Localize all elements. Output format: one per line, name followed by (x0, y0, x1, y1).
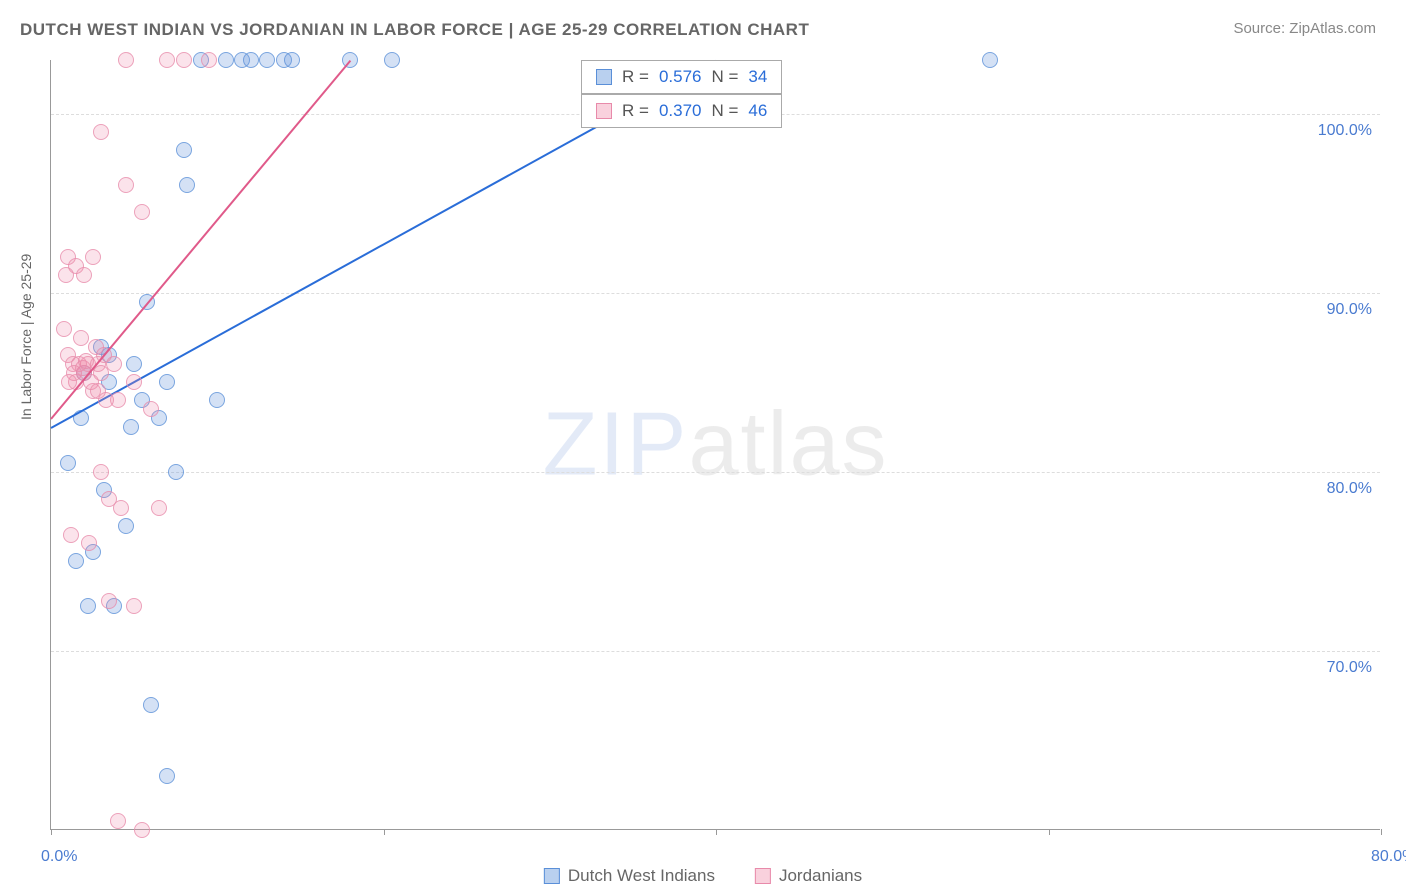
data-point (113, 500, 129, 516)
stat-value: 34 (748, 67, 767, 87)
data-point (159, 52, 175, 68)
gridline (51, 293, 1380, 294)
y-tick-label: 100.0% (1318, 122, 1372, 140)
data-point (179, 177, 195, 193)
legend-label: Dutch West Indians (568, 866, 715, 886)
data-point (118, 52, 134, 68)
data-point (80, 598, 96, 614)
data-point (126, 374, 142, 390)
watermark-thin: atlas (688, 394, 888, 494)
data-point (134, 822, 150, 838)
data-point (63, 527, 79, 543)
stat-swatch-icon (596, 103, 612, 119)
stat-label: N = (711, 101, 738, 121)
data-point (123, 419, 139, 435)
gridline (51, 651, 1380, 652)
x-tick (716, 829, 717, 835)
data-point (56, 321, 72, 337)
data-point (110, 813, 126, 829)
data-point (209, 392, 225, 408)
x-tick (1381, 829, 1382, 835)
data-point (60, 455, 76, 471)
data-point (982, 52, 998, 68)
chart-title: DUTCH WEST INDIAN VS JORDANIAN IN LABOR … (20, 20, 809, 40)
x-tick-label: 0.0% (41, 848, 77, 866)
source-attribution: Source: ZipAtlas.com (1233, 20, 1376, 37)
gridline (51, 472, 1380, 473)
data-point (201, 52, 217, 68)
data-point (151, 500, 167, 516)
data-point (93, 124, 109, 140)
data-point (384, 52, 400, 68)
data-point (101, 593, 117, 609)
data-point (159, 768, 175, 784)
x-tick-label: 80.0% (1371, 848, 1406, 866)
data-point (81, 535, 97, 551)
correlation-stat-box: R = 0.576 N = 34 (581, 60, 782, 94)
data-point (159, 374, 175, 390)
data-point (218, 52, 234, 68)
data-point (73, 330, 89, 346)
data-point (93, 464, 109, 480)
data-point (143, 697, 159, 713)
header: DUTCH WEST INDIAN VS JORDANIAN IN LABOR … (0, 0, 1406, 40)
y-tick-label: 70.0% (1327, 659, 1372, 677)
watermark: ZIPatlas (542, 393, 888, 496)
data-point (85, 249, 101, 265)
stat-value: 0.370 (659, 101, 702, 121)
data-point (118, 518, 134, 534)
data-point (176, 142, 192, 158)
x-tick (384, 829, 385, 835)
data-point (168, 464, 184, 480)
y-axis-label: In Labor Force | Age 25-29 (18, 254, 34, 420)
data-point (284, 52, 300, 68)
data-point (126, 598, 142, 614)
correlation-stat-box: R = 0.370 N = 46 (581, 94, 782, 128)
y-tick-label: 90.0% (1327, 301, 1372, 319)
y-tick-label: 80.0% (1327, 480, 1372, 498)
data-point (58, 267, 74, 283)
stat-label: R = (622, 67, 649, 87)
data-point (98, 392, 114, 408)
data-point (88, 339, 104, 355)
data-point (143, 401, 159, 417)
x-tick (1049, 829, 1050, 835)
stat-value: 0.576 (659, 67, 702, 87)
stat-label: R = (622, 101, 649, 121)
data-point (126, 356, 142, 372)
legend-swatch-icon (544, 868, 560, 884)
stat-swatch-icon (596, 69, 612, 85)
stat-label: N = (711, 67, 738, 87)
data-point (176, 52, 192, 68)
data-point (118, 177, 134, 193)
data-point (243, 52, 259, 68)
data-point (134, 204, 150, 220)
watermark-bold: ZIP (542, 394, 688, 494)
data-point (78, 353, 94, 369)
data-point (259, 52, 275, 68)
data-point (106, 356, 122, 372)
stat-value: 46 (748, 101, 767, 121)
legend-item-jordanian: Jordanians (755, 866, 862, 886)
legend-item-dutch: Dutch West Indians (544, 866, 715, 886)
data-point (76, 267, 92, 283)
legend: Dutch West Indians Jordanians (544, 866, 862, 886)
legend-swatch-icon (755, 868, 771, 884)
legend-label: Jordanians (779, 866, 862, 886)
data-point (68, 553, 84, 569)
scatter-chart: ZIPatlas 70.0%80.0%90.0%100.0%0.0%80.0%R… (50, 60, 1380, 830)
x-tick (51, 829, 52, 835)
